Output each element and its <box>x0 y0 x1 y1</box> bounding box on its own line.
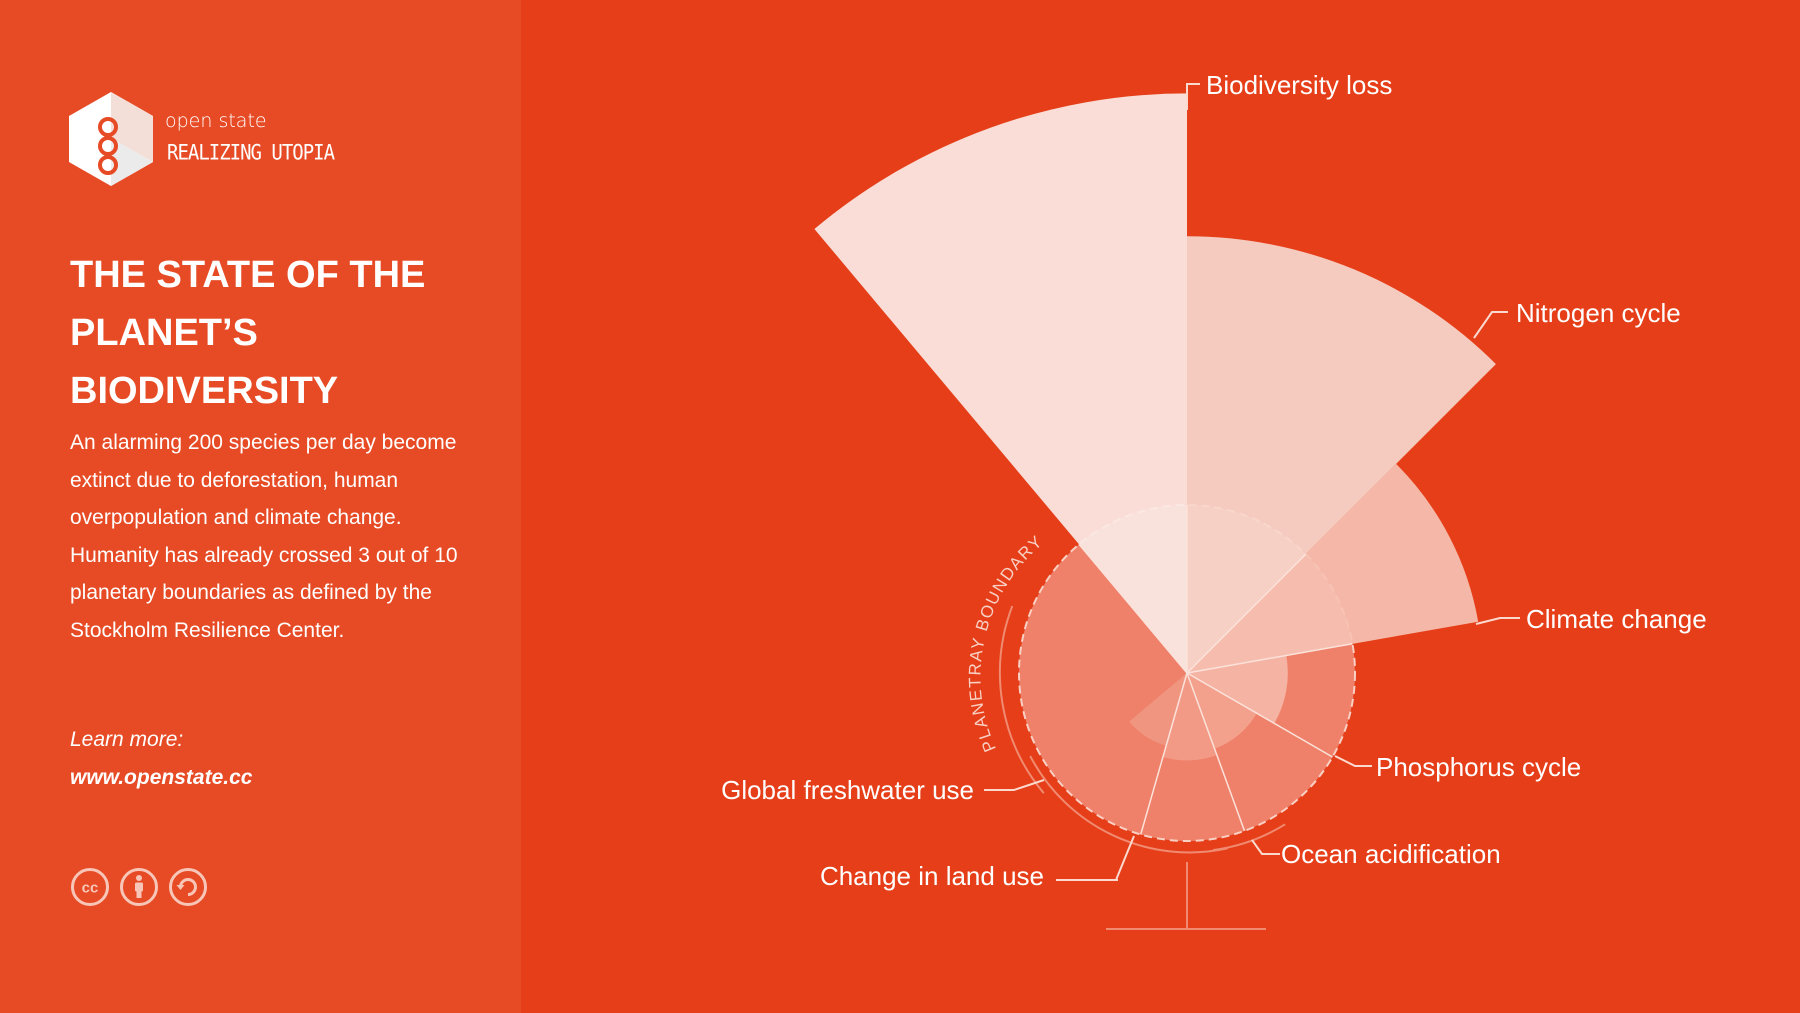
chart-spokes <box>1078 505 1353 835</box>
label-biodiversity-loss: Biodiversity loss <box>1186 70 1392 110</box>
category-label: Global freshwater use <box>721 775 974 805</box>
category-label: Ocean acidification <box>1281 839 1501 869</box>
description-text: An alarming 200 species per day become e… <box>70 431 458 642</box>
label-change-in-land-use: Change in land use <box>820 835 1135 891</box>
boundary-outer-ring <box>998 605 1045 794</box>
wedge-climate-change <box>1187 463 1479 673</box>
brand-name: open state <box>165 110 267 132</box>
leader-line <box>1186 83 1200 110</box>
leader-line <box>1475 617 1520 625</box>
sector-divider <box>1186 672 1246 832</box>
wedge-global-freshwater-use <box>1129 673 1187 746</box>
open-state-logo-icon <box>69 92 153 186</box>
leader-line <box>1473 311 1508 339</box>
title-line: BIODIVERSITY <box>70 370 339 412</box>
leader-line <box>984 779 1045 791</box>
title-line: THE STATE OF THE <box>70 254 426 296</box>
learn-more-link[interactable]: www.openstate.cc <box>70 766 253 789</box>
page-title: THE STATE OF THE PLANET’S BIODIVERSITY <box>70 246 490 420</box>
leader-line <box>1056 835 1135 881</box>
license-icons: cc <box>70 867 208 907</box>
label-nitrogen-cycle: Nitrogen cycle <box>1473 298 1681 339</box>
sector-divider <box>1078 543 1188 674</box>
label-phosphorus-cycle: Phosphorus cycle <box>1334 752 1581 782</box>
wedge-nitrogen-cycle <box>1187 236 1496 673</box>
category-label: Climate change <box>1526 604 1707 634</box>
attribution-icon[interactable] <box>119 867 159 907</box>
label-ocean-acidification: Ocean acidification <box>1251 839 1501 869</box>
svg-text:cc: cc <box>82 880 99 897</box>
sector-divider <box>1139 672 1188 835</box>
wedge-biodiversity-loss <box>814 93 1187 673</box>
creative-commons-icon[interactable]: cc <box>70 867 110 907</box>
learn-more-label: Learn more: <box>70 728 184 751</box>
wedge-phosphorus-cycle <box>1187 655 1288 724</box>
leader-line <box>1251 839 1280 855</box>
boundary-outer-ring <box>1029 755 1228 854</box>
chart-wedges <box>814 93 1496 761</box>
label-climate-change: Climate change <box>1475 604 1707 634</box>
brand-tagline: REALIZING UTOPIA <box>167 140 335 166</box>
category-label: Biodiversity loss <box>1206 70 1392 100</box>
sector-divider <box>1186 672 1333 758</box>
category-label: Nitrogen cycle <box>1516 298 1681 328</box>
sidebar-panel: open state REALIZING UTOPIA THE STATE OF… <box>0 0 521 1013</box>
category-label: Change in land use <box>820 861 1044 891</box>
leader-line <box>1334 755 1372 767</box>
category-label: Phosphorus cycle <box>1376 752 1581 782</box>
sector-divider <box>1186 643 1353 674</box>
wedge-ocean-acidification <box>1187 673 1257 749</box>
label-global-freshwater-use: Global freshwater use <box>721 775 1045 805</box>
title-line: PLANET’S <box>70 312 258 354</box>
share-alike-icon[interactable] <box>168 867 208 907</box>
sector-divider <box>1186 553 1307 674</box>
boundary-outer-ring <box>1212 823 1286 852</box>
wedge-change-in-land-use <box>1162 673 1217 761</box>
